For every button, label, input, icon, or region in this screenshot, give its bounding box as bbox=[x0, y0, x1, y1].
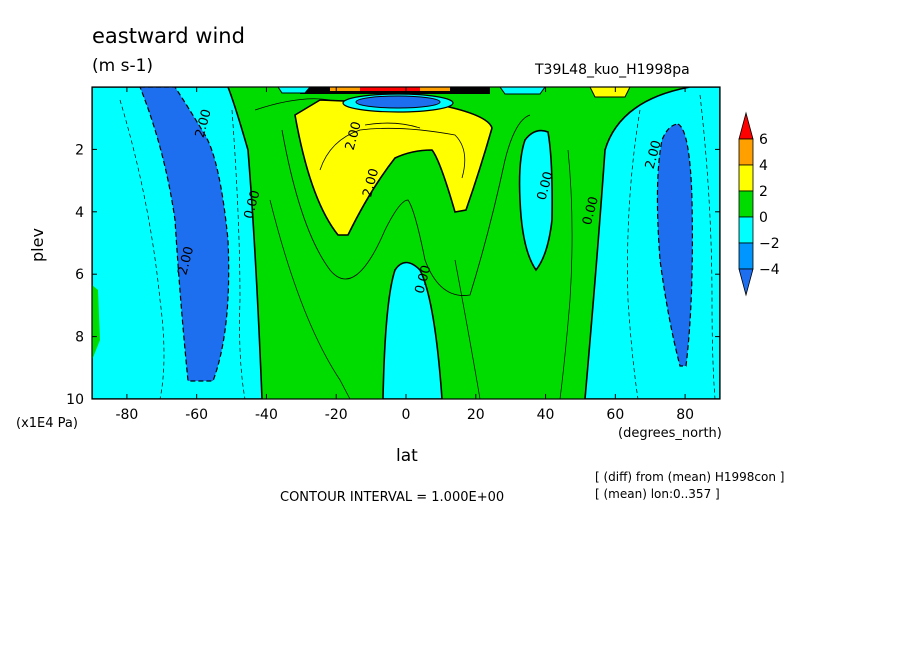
colorbar-label: 2 bbox=[759, 184, 768, 200]
x-axis-unit: (degrees_north) bbox=[618, 426, 722, 441]
colorbar-segment bbox=[738, 164, 754, 192]
x-tick-label: 0 bbox=[402, 407, 411, 423]
contour-label: 0.00 bbox=[535, 170, 557, 202]
note-diff: [ (diff) from (mean) H1998con ] bbox=[595, 470, 785, 484]
axes: -80 -60 -40 -20 0 20 40 60 80 2 4 6 8 10 bbox=[66, 87, 720, 423]
x-tick-label: -20 bbox=[325, 407, 348, 423]
y-tick-label: 2 bbox=[75, 142, 84, 158]
contour-label: 0.00 bbox=[242, 189, 264, 221]
contour-label: 2.00 bbox=[643, 139, 665, 171]
y-axis-label: plev bbox=[28, 228, 47, 262]
colorbar-label: 6 bbox=[759, 132, 768, 148]
colorbar-segment bbox=[738, 242, 754, 270]
contour-label: 0.00 bbox=[580, 195, 602, 227]
y-tick-label: 6 bbox=[75, 267, 84, 283]
colorbar-segment bbox=[738, 111, 754, 140]
contour-label: 0.00 bbox=[413, 264, 435, 296]
x-tick-label: -80 bbox=[115, 407, 138, 423]
y-tick-label: 10 bbox=[66, 392, 84, 408]
colorbar-label: 4 bbox=[759, 158, 768, 174]
y-axis-unit: (x1E4 Pa) bbox=[16, 416, 78, 431]
colorbar-segment bbox=[738, 268, 754, 297]
colorbar-segment bbox=[738, 190, 754, 218]
colorbar-segment bbox=[738, 216, 754, 244]
experiment-label: T39L48_kuo_H1998pa bbox=[535, 62, 690, 78]
x-tick-label: 40 bbox=[537, 407, 555, 423]
contour-label: 2.00 bbox=[360, 167, 382, 199]
colorbar: 6 4 2 0 −2 −4 bbox=[738, 111, 780, 297]
contour-label: 2.00 bbox=[193, 108, 215, 140]
x-tick-label: -40 bbox=[255, 407, 278, 423]
x-axis-label: lat bbox=[396, 446, 418, 466]
colorbar-segment bbox=[738, 138, 754, 166]
contour-labels: 2.00 2.00 0.00 2.00 2.00 0.00 0.00 0.00 2.00 bbox=[175, 108, 664, 296]
x-tick-label: 20 bbox=[467, 407, 485, 423]
note-mean: [ (mean) lon:0..357 ] bbox=[595, 487, 720, 501]
contour-label: 2.00 bbox=[343, 120, 365, 152]
x-tick-label: -60 bbox=[185, 407, 208, 423]
y-tick-label: 4 bbox=[75, 205, 84, 221]
colorbar-label: −4 bbox=[759, 262, 780, 278]
colorbar-label: 0 bbox=[759, 210, 768, 226]
chart-title: eastward wind bbox=[92, 24, 245, 48]
y-tick-label: 8 bbox=[75, 330, 84, 346]
x-tick-label: 80 bbox=[676, 407, 694, 423]
x-tick-label: 60 bbox=[606, 407, 624, 423]
contour-label: 2.00 bbox=[175, 245, 197, 277]
colorbar-label: −2 bbox=[759, 236, 780, 252]
contour-fill bbox=[92, 87, 720, 399]
chart-units: (m s-1) bbox=[92, 56, 154, 76]
contour-interval: CONTOUR INTERVAL = 1.000E+00 bbox=[280, 490, 505, 505]
